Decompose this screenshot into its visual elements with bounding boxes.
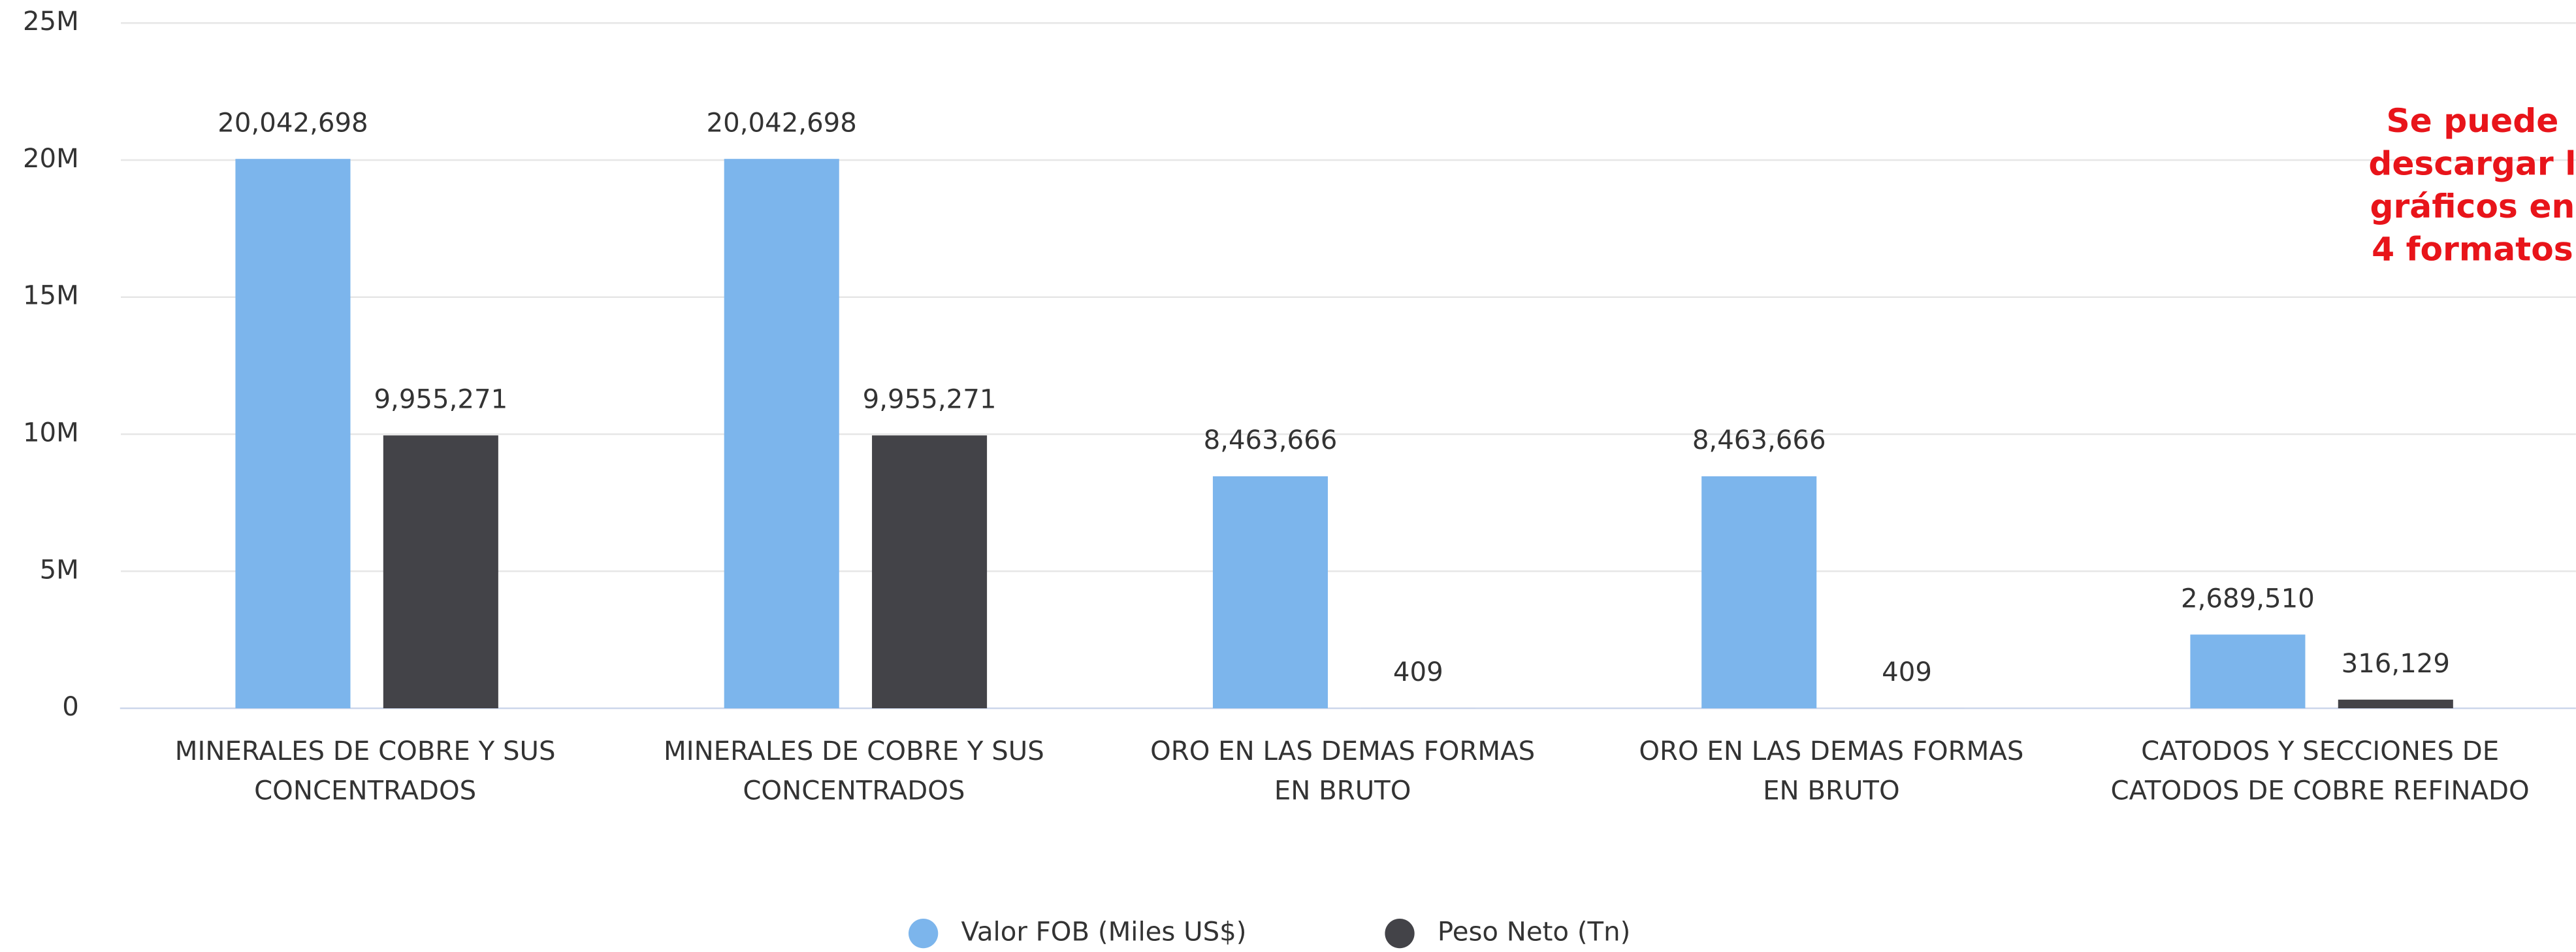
bar: [724, 159, 839, 709]
x-tick-label: CATODOS Y SECCIONES DE CATODOS DE COBRE R…: [2111, 736, 2530, 806]
bar: [1701, 476, 1817, 709]
y-tick-label: 25M: [23, 7, 79, 37]
legend-label: Valor FOB (Miles US$): [961, 917, 1246, 947]
annotation: gráficos en: [2370, 187, 2575, 225]
data-label: 8,463,666: [1204, 425, 1338, 455]
data-label: 316,129: [2342, 649, 2450, 679]
annotation: descargar l: [2368, 144, 2576, 183]
y-tick-label: 20M: [23, 144, 79, 174]
bar: [1212, 476, 1328, 709]
data-label: 409: [1882, 657, 1932, 687]
x-tick-label: MINERALES DE COBRE Y SUS CONCENTRADOS: [664, 736, 1044, 806]
y-tick-label: 15M: [23, 281, 79, 311]
data-label: 409: [1393, 657, 1443, 687]
bar: [2190, 634, 2306, 709]
annotation: 4 formatos: [2372, 229, 2573, 268]
legend-marker: [909, 918, 939, 949]
bar: [872, 435, 988, 709]
x-tick-label: ORO EN LAS DEMAS FORMAS EN BRUTO: [1150, 736, 1535, 806]
data-label: 8,463,666: [1692, 425, 1826, 455]
annotation: Se puede: [2386, 101, 2558, 140]
legend-label: Peso Neto (Tn): [1438, 917, 1630, 947]
data-label: 9,955,271: [374, 385, 507, 415]
y-tick-label: 5M: [40, 555, 79, 585]
bar: [235, 159, 351, 709]
legend-marker: [1385, 918, 1415, 949]
bar: [383, 435, 498, 709]
x-tick-label: ORO EN LAS DEMAS FORMAS EN BRUTO: [1639, 736, 2023, 806]
data-label: 20,042,698: [707, 108, 857, 138]
y-tick-label: 0: [62, 692, 79, 722]
data-label: 2,689,510: [2181, 583, 2315, 614]
data-label: 20,042,698: [217, 108, 368, 138]
y-tick-label: 10M: [23, 418, 79, 448]
data-label: 9,955,271: [863, 385, 997, 415]
x-tick-label: MINERALES DE COBRE Y SUS CONCENTRADOS: [175, 736, 556, 806]
bar: [2338, 699, 2453, 709]
